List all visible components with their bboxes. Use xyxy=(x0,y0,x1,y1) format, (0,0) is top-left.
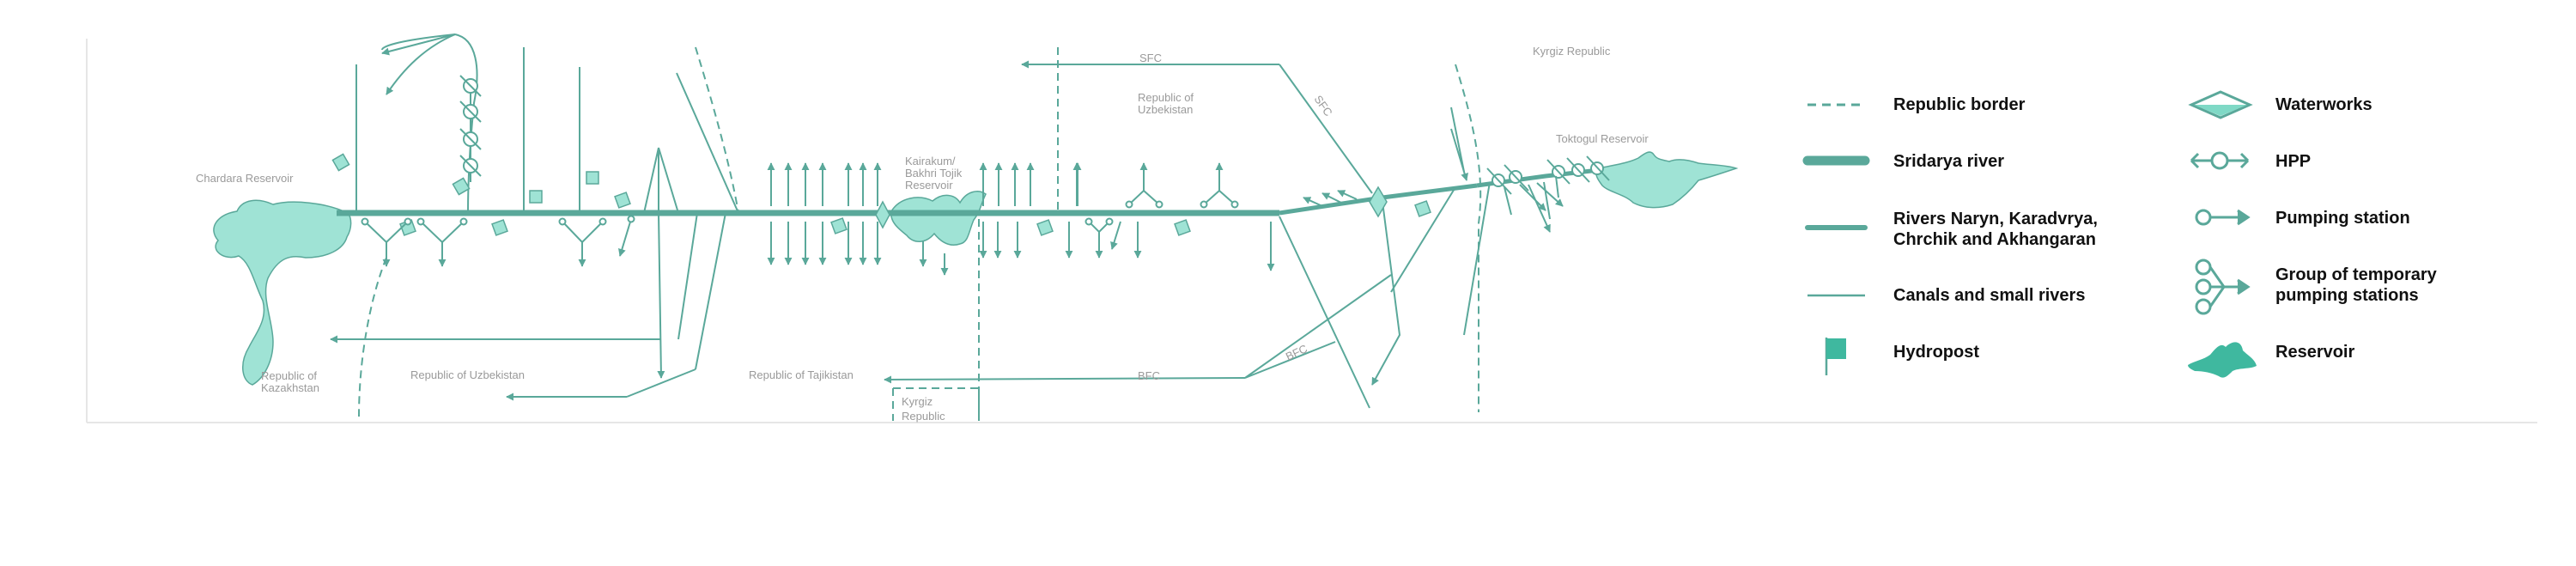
legend-item-hydropost: Hydropost xyxy=(1825,338,1979,375)
legend-label-hydropost: Hydropost xyxy=(1893,343,1979,362)
legend-item-canals: Canals and small rivers xyxy=(1807,286,2085,305)
label-chardara-reservoir: Chardara Reservoir xyxy=(196,172,294,185)
pump-group-icon xyxy=(2195,259,2251,315)
diamond-icon xyxy=(2188,90,2253,119)
label-uzbekistan-top-2: Uzbekistan xyxy=(1138,103,1193,116)
chardara-reservoir-shape xyxy=(213,199,352,386)
label-bfc-diagonal: BFC xyxy=(1284,342,1309,363)
waterworks xyxy=(875,186,1388,229)
legend-label-major-rivers-2: Chrchik and Akhangaran xyxy=(1893,230,2096,249)
legend-label-hpp: HPP xyxy=(2275,152,2311,171)
toktogul-reservoir-shape xyxy=(1595,151,1739,209)
hydroposts xyxy=(331,153,1431,236)
legend-item-hpp: HPP xyxy=(2190,151,2311,171)
legend-label-pump-group-2: pumping stations xyxy=(2275,286,2419,305)
label-bfc: BFC xyxy=(1138,369,1160,382)
left-canals xyxy=(330,33,739,401)
label-uzbekistan-top-1: Republic of xyxy=(1138,91,1194,104)
label-sfc-top: SFC xyxy=(1139,52,1162,64)
sfc-bfc-canals xyxy=(884,60,1491,409)
legend-label-canals: Canals and small rivers xyxy=(1893,286,2085,305)
legend-item-sirdarya-river: Sridarya river xyxy=(1802,152,2004,171)
legend-label-waterworks: Waterworks xyxy=(2275,95,2372,114)
label-kazakhstan-1: Republic of xyxy=(261,369,317,382)
legend-item-republic-border: Republic border xyxy=(1807,95,2026,114)
label-kairakum-3: Reservoir xyxy=(905,179,953,192)
map-labels: Chardara Reservoir Republic of Kazakhsta… xyxy=(196,45,1649,423)
reservoir-icon xyxy=(2188,342,2257,378)
diagram-map xyxy=(213,33,1739,421)
pump-forks-left xyxy=(361,215,635,267)
flag-icon xyxy=(1825,338,1846,375)
label-tajikistan: Republic of Tajikistan xyxy=(749,368,854,381)
legend-item-reservoir: Reservoir xyxy=(2188,342,2354,378)
pump-icon xyxy=(2195,209,2251,226)
legend-item-waterworks: Waterworks xyxy=(2188,90,2372,119)
legend-label-sirdarya-river: Sridarya river xyxy=(1893,152,2004,171)
hpp-cascade-right xyxy=(1486,155,1610,233)
legend-label-pumping-station: Pumping station xyxy=(2275,209,2410,228)
legend-label-reservoir: Reservoir xyxy=(2275,343,2354,362)
legend-label-republic-border: Republic border xyxy=(1893,95,2026,114)
label-kairakum-2: Bakhri Tojik xyxy=(905,167,963,180)
label-kyrgyz-bottom-2: Republic xyxy=(902,410,945,423)
legend: Republic border Sridarya river Rivers Na… xyxy=(1802,90,2438,378)
pumping-stations-middle xyxy=(767,162,1275,276)
label-toktogul-reservoir: Toktogul Reservoir xyxy=(1556,132,1649,145)
hpp-chain-left xyxy=(459,75,482,182)
legend-label-pump-group-1: Group of temporary xyxy=(2275,265,2438,284)
legend-item-pump-group: Group of temporary pumping stations xyxy=(2195,259,2438,315)
legend-item-major-rivers: Rivers Naryn, Karadvrya, Chrchik and Akh… xyxy=(1805,210,2098,249)
label-kyrgyz-bottom-1: Kyrgiz xyxy=(902,395,933,408)
hpp-icon xyxy=(2190,151,2250,170)
label-uzbekistan-bottom: Republic of Uzbekistan xyxy=(410,368,525,381)
label-kazakhstan-2: Kazakhstan xyxy=(261,381,319,394)
legend-item-pumping-station: Pumping station xyxy=(2195,209,2410,228)
legend-label-major-rivers-1: Rivers Naryn, Karadvrya, xyxy=(1893,210,2098,228)
label-kyrgyz-top: Kyrgiz Republic xyxy=(1533,45,1611,58)
label-kairakum-1: Kairakum/ xyxy=(905,155,956,167)
kairakum-reservoir-shape xyxy=(890,191,987,246)
